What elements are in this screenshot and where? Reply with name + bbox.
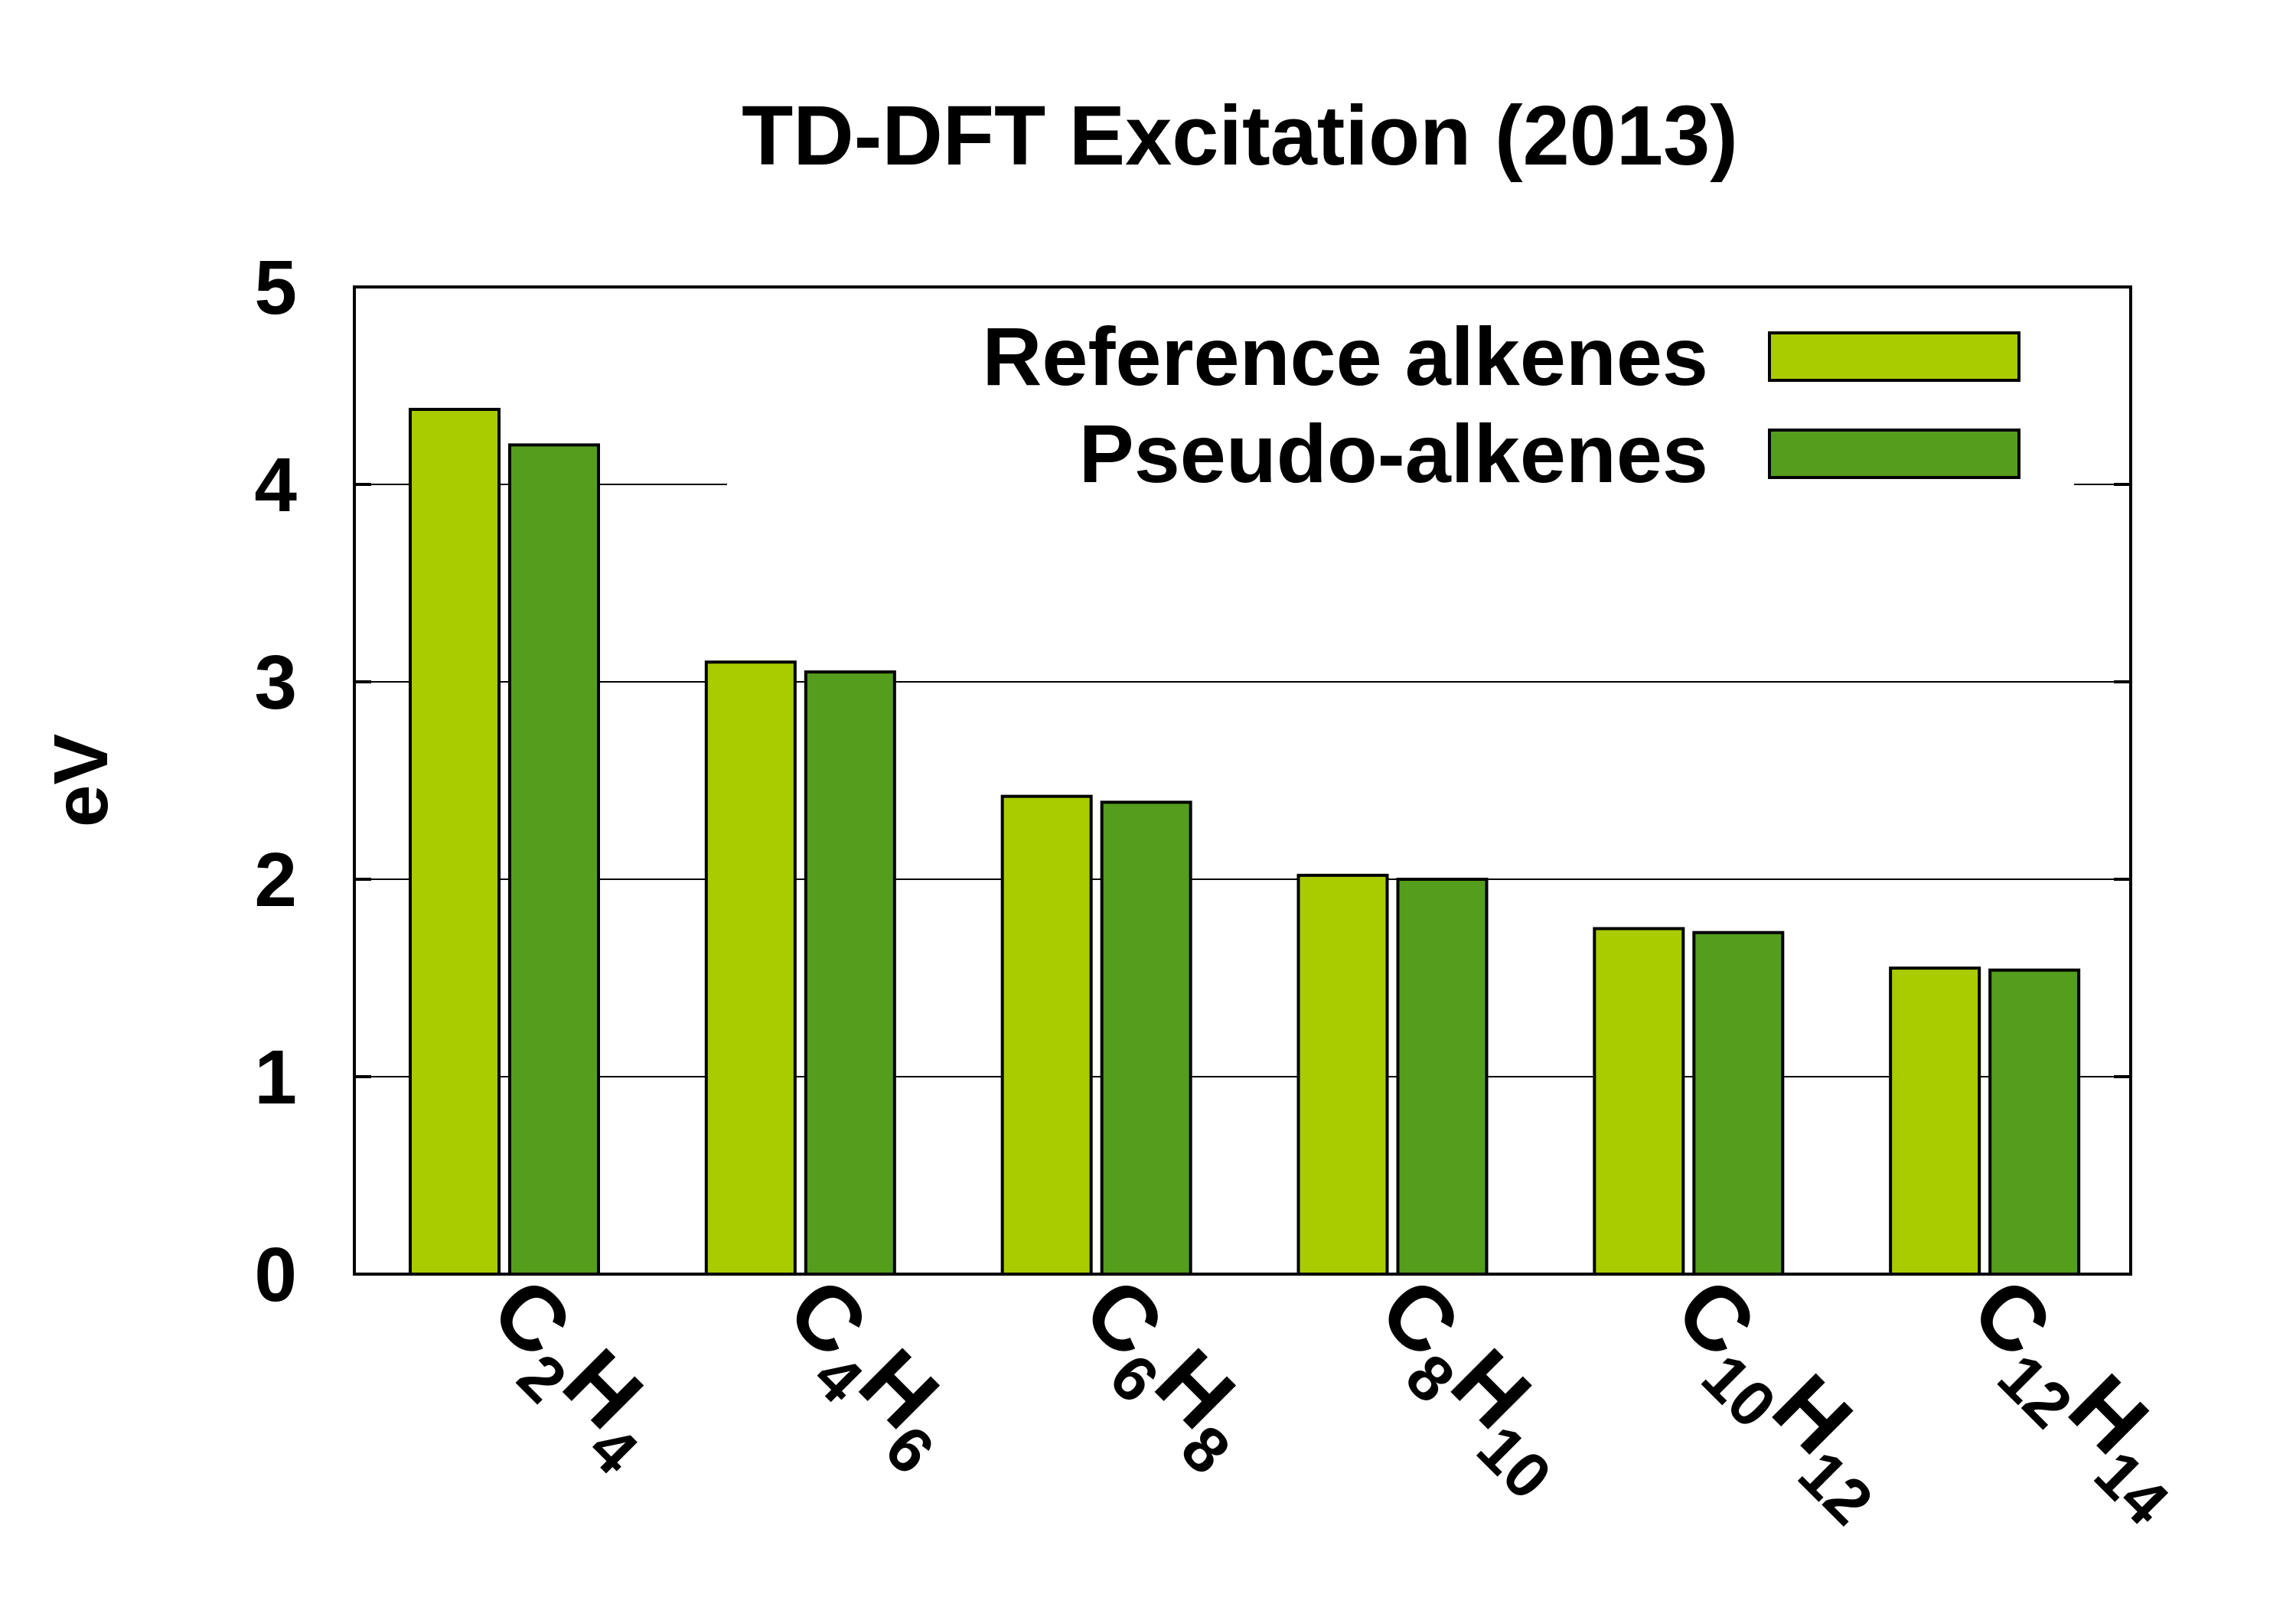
bar: [1000, 794, 1093, 1276]
x-tick-label: C4H6: [754, 1259, 983, 1488]
x-tick-label: C8H10: [1346, 1259, 1600, 1513]
y-tick-label: 1: [254, 1035, 297, 1120]
y-tick-label: 3: [254, 640, 297, 725]
x-tick-label: C12H14: [1939, 1259, 2218, 1538]
plot-frame: [353, 285, 2132, 1276]
bar: [804, 670, 896, 1276]
y-ticks: 0 1 2 3 4 5: [254, 245, 2131, 1318]
legend-label: Reference alkenes: [982, 310, 1708, 403]
legend-swatch: [1768, 429, 2020, 479]
bar: [1988, 968, 2081, 1276]
y-tick-label: 4: [254, 442, 297, 528]
bars: [409, 407, 2081, 1276]
bar: [1396, 878, 1489, 1276]
bar: [704, 660, 797, 1276]
bar: [409, 407, 501, 1276]
x-tick-label: C6H8: [1050, 1259, 1279, 1488]
bar: [1692, 931, 1785, 1276]
legend-label: Pseudo-alkenes: [1079, 407, 1708, 500]
bar: [508, 443, 600, 1276]
y-tick-label: 2: [254, 837, 297, 923]
x-tick-label: C2H4: [458, 1259, 687, 1488]
gridlines: [354, 484, 2131, 1077]
chart-title: TD-DFT Excitation (2013): [742, 89, 1738, 183]
bar: [1593, 927, 1685, 1276]
y-tick-label: 0: [254, 1232, 297, 1318]
bar: [1889, 966, 1981, 1276]
x-tick-label: C10H12: [1642, 1259, 1922, 1538]
y-axis-label: eV: [38, 734, 124, 828]
legend-swatch: [1768, 331, 2020, 382]
bar: [1100, 800, 1192, 1276]
bar: [1296, 873, 1389, 1276]
y-tick-label: 5: [254, 245, 297, 331]
